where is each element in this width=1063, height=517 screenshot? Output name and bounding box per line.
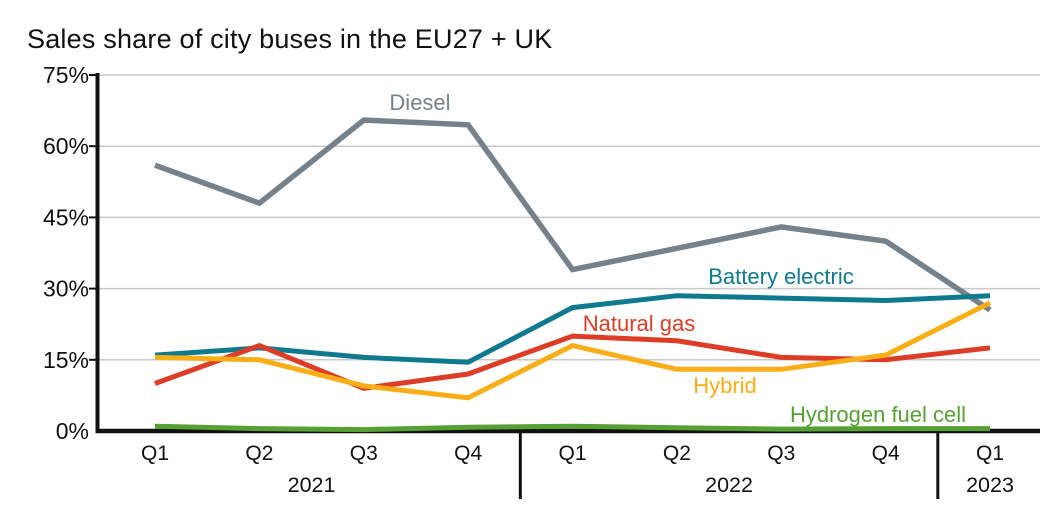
series-line-battery-electric <box>154 293 991 365</box>
x-tick-label-q1-2023: Q1 <box>976 442 1004 465</box>
series-label-natural-gas: Natural gas <box>583 311 696 336</box>
chart-title: Sales share of city buses in the EU27 + … <box>27 24 553 54</box>
x-tick-label-q3-2022: Q3 <box>767 442 795 465</box>
series-label-battery-electric: Battery electric <box>708 264 854 289</box>
series-line-hydrogen-fuel-cell <box>154 423 990 433</box>
y-tick-label-45: 45% <box>43 204 89 230</box>
series-line-hybrid <box>154 300 992 401</box>
x-tick-label-q3-2021: Q3 <box>350 442 378 465</box>
y-tick-label-30: 30% <box>43 276 89 302</box>
x-tick-label-q2-2022: Q2 <box>663 442 691 465</box>
x-tick-label-q2-2021: Q2 <box>245 442 273 465</box>
y-tick-label-15: 15% <box>43 347 89 373</box>
y-tick-label-75: 75% <box>43 62 89 88</box>
x-tick-label-q1-2022: Q1 <box>558 442 586 465</box>
x-tick-label-q1-2021: Q1 <box>141 442 169 465</box>
y-tick-label-0: 0% <box>56 418 89 444</box>
series-label-diesel: Diesel <box>389 90 450 115</box>
year-label-2021: 2021 <box>288 473 336 497</box>
x-tick-label-q4-2022: Q4 <box>872 442 900 465</box>
year-label-2023: 2023 <box>966 473 1014 497</box>
y-tick-label-60: 60% <box>43 133 89 159</box>
series-line-diesel <box>154 117 992 313</box>
series-label-hybrid: Hybrid <box>693 373 757 398</box>
x-tick-label-q4-2021: Q4 <box>454 442 482 465</box>
year-label-2022: 2022 <box>705 473 753 497</box>
series-label-hydrogen-fuel-cell: Hydrogen fuel cell <box>790 402 966 427</box>
